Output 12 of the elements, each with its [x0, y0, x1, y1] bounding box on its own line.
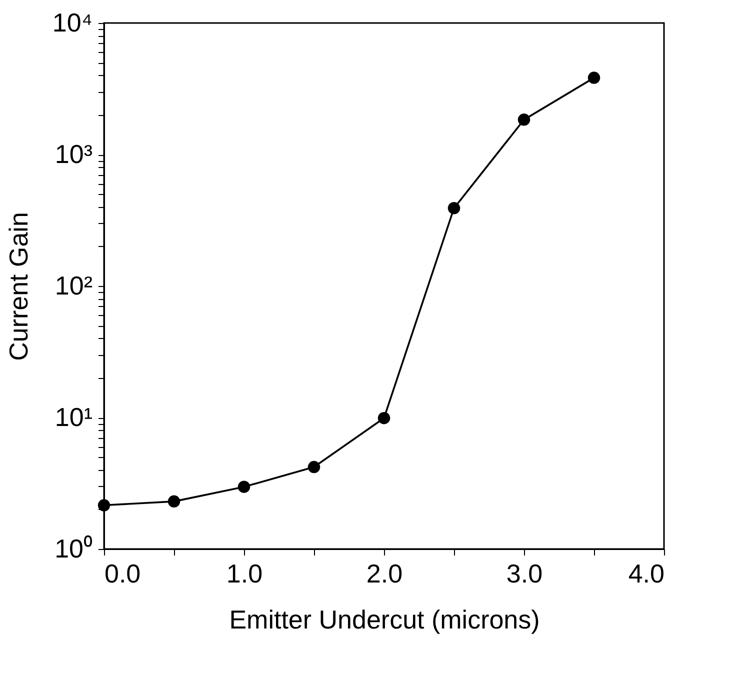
x-tick-label: 2.0 — [366, 558, 403, 588]
x-axis-title: Emitter Undercut (microns) — [229, 604, 540, 634]
x-tick-label: 4.0 — [628, 558, 664, 588]
y-tick-label: 10⁴ — [52, 8, 92, 38]
x-tick-label: 0.0 — [104, 558, 141, 588]
x-tick-label: 3.0 — [506, 558, 543, 588]
y-tick-label: 10¹ — [54, 402, 93, 432]
y-axis-title: Current Gain — [3, 212, 34, 361]
y-tick-label: 10³ — [54, 139, 93, 169]
y-tick-label: 10⁰ — [54, 534, 92, 564]
y-tick-label: 10² — [54, 270, 93, 300]
x-tick-label: 1.0 — [226, 558, 263, 588]
